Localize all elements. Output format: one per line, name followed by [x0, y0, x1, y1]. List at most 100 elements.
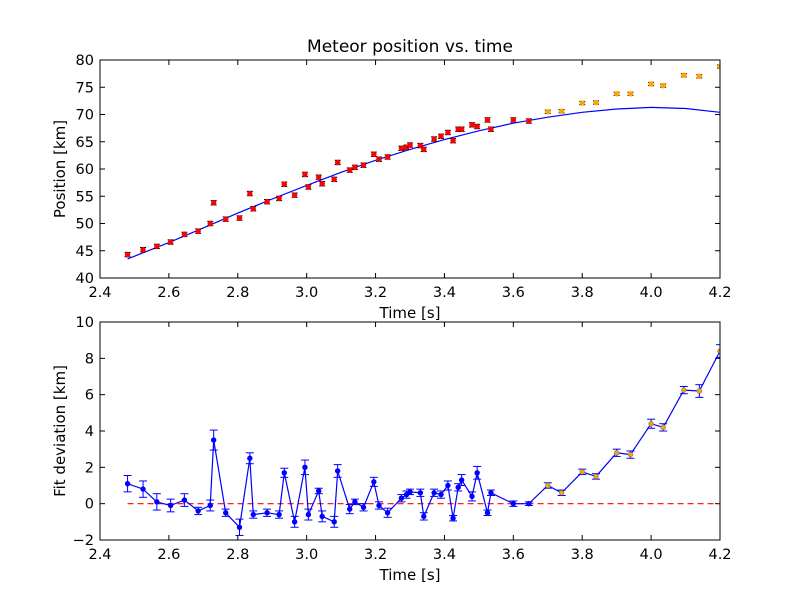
data-point — [376, 502, 382, 509]
data-point — [210, 437, 217, 443]
data-point — [431, 136, 437, 142]
data-point — [545, 482, 551, 489]
x-tick-label: 2.6 — [157, 285, 180, 301]
y-tick-label: 40 — [76, 271, 94, 287]
x-tick-label: 4.2 — [708, 547, 731, 563]
data-point — [421, 146, 427, 153]
data-point — [360, 504, 367, 510]
data-point — [696, 73, 703, 80]
data-point — [526, 500, 532, 507]
data-point — [334, 468, 341, 474]
deviation-plot-area: 2.4 2.6 2.8 3.0 3.2 3.4 3.6 3.8 4.0 4.2 −2 0 2 4 6 8 10 — [73, 315, 732, 563]
data-point — [316, 488, 322, 494]
data-point — [195, 228, 201, 234]
deviation-line — [127, 350, 720, 529]
x-tick-label: 3.2 — [364, 547, 387, 563]
data-point — [291, 192, 298, 198]
fit-line — [127, 106, 720, 260]
x-tick-label: 2.6 — [157, 547, 180, 563]
x-tick-label: 3.8 — [571, 285, 594, 301]
data-point — [154, 499, 160, 505]
data-point — [207, 502, 213, 509]
x-tick-label: 4.0 — [640, 547, 663, 563]
y-tick-label: 50 — [76, 217, 94, 233]
data-point — [167, 502, 174, 509]
data-point — [545, 109, 551, 115]
data-point — [579, 100, 585, 106]
y-tick-label: 10 — [76, 315, 94, 331]
data-point — [488, 126, 494, 132]
data-point — [281, 470, 287, 476]
data-marks — [123, 344, 720, 536]
data-point — [316, 174, 322, 180]
y-axis-label: Position [km] — [51, 120, 69, 218]
data-point — [167, 239, 174, 245]
x-tick-label: 3.8 — [571, 547, 594, 563]
data-point — [438, 491, 444, 498]
data-point — [347, 167, 353, 173]
x-tick-label: 3.4 — [433, 285, 456, 301]
data-point — [371, 479, 377, 485]
position-panel: Meteor position vs. time 2.4 2.6 2.8 3.0 3.2… — [51, 37, 732, 322]
data-point — [681, 72, 687, 78]
deviation-plot-frame — [99, 321, 721, 541]
y-tick-label: 60 — [76, 162, 94, 178]
x-tick-label: 3.4 — [433, 547, 456, 563]
y-tick-label: 75 — [76, 80, 94, 96]
data-point — [648, 421, 654, 427]
data-point — [450, 515, 456, 521]
data-point — [210, 200, 217, 206]
data-point — [510, 117, 517, 123]
data-point — [488, 490, 494, 496]
data-point — [319, 513, 325, 520]
deviation-panel: 2.4 2.6 2.8 3.0 3.2 3.4 3.6 3.8 4.0 4.2−20246810 … — [51, 315, 732, 584]
data-point — [305, 511, 312, 518]
y-tick-label: 70 — [76, 108, 94, 124]
y-axis-label: Fit deviation [km] — [51, 365, 69, 497]
data-point — [181, 497, 188, 503]
data-point — [347, 506, 353, 512]
data-point — [247, 455, 253, 461]
data-point — [593, 473, 599, 480]
data-point — [376, 156, 382, 162]
data-point — [455, 484, 461, 491]
data-point — [384, 154, 391, 160]
y-tick-label: 65 — [76, 135, 94, 151]
data-point — [140, 486, 146, 492]
data-point — [474, 470, 480, 476]
data-point — [474, 123, 480, 130]
data-point — [154, 243, 160, 250]
data-point — [526, 118, 532, 124]
data-point — [681, 387, 687, 393]
x-tick-label: 4.0 — [640, 285, 663, 301]
data-point — [613, 91, 620, 97]
x-tick-label: 2.8 — [226, 285, 249, 301]
data-point — [398, 145, 405, 151]
data-point — [384, 510, 391, 516]
data-point — [195, 508, 201, 514]
data-point — [264, 199, 270, 205]
data-point — [450, 137, 456, 144]
data-point — [250, 206, 256, 212]
data-point — [660, 424, 666, 431]
data-point — [417, 490, 424, 496]
chart-title: Meteor position vs. time — [307, 37, 513, 57]
data-point — [696, 388, 703, 394]
x-axis-label: Time [s] — [379, 304, 441, 322]
y-tick-label: 8 — [85, 351, 94, 367]
y-tick-label: 55 — [76, 189, 94, 205]
x-tick-label: 3.6 — [502, 547, 525, 563]
data-marks — [124, 63, 720, 260]
data-point — [223, 510, 229, 516]
data-point — [331, 176, 337, 183]
position-plot-area: 2.4 2.6 2.8 3.0 3.2 3.4 3.6 3.8 4.0 4.2 40 45 50 55 60… — [76, 53, 732, 301]
data-point — [558, 490, 565, 496]
data-point — [469, 122, 475, 128]
x-tick-label: 3.6 — [502, 285, 525, 301]
data-point — [352, 164, 358, 171]
data-point — [281, 181, 287, 187]
x-tick-label: 2.8 — [226, 547, 249, 563]
data-point — [371, 151, 377, 157]
data-point — [431, 490, 437, 496]
